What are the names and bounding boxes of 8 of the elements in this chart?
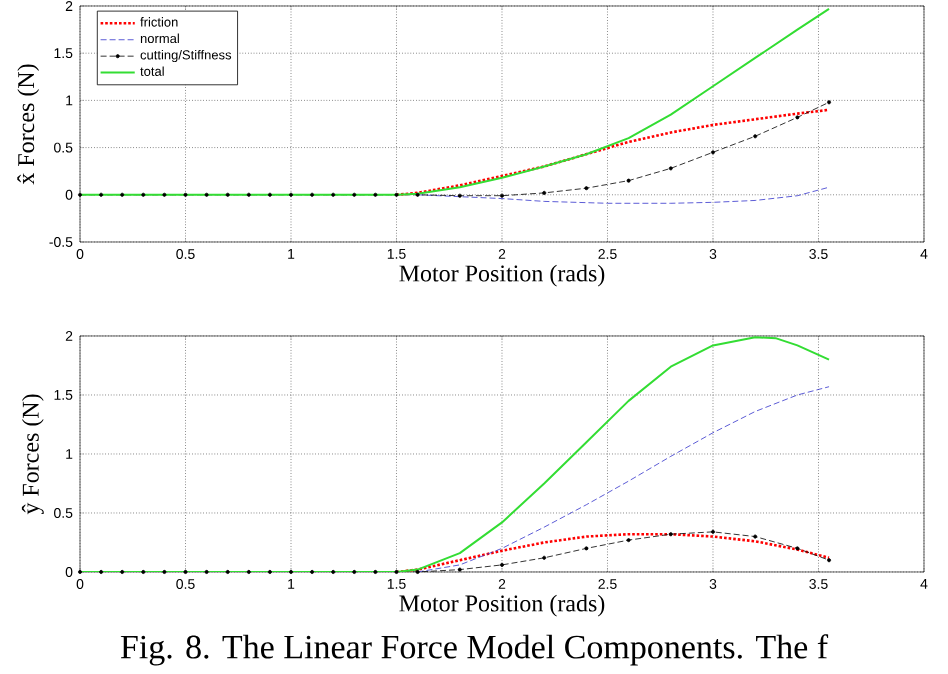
line-series: [395, 532, 831, 572]
line-series: [417, 186, 830, 204]
caption: Fig. 8. The Linear Force Model Components. The f: [120, 634, 829, 666]
y-axis-title: x̂ Forces (N): [17, 64, 40, 185]
y-axis-title: ŷ Forces (N): [21, 394, 44, 515]
line-series: [417, 386, 830, 572]
x-axis-title: Motor Position (rads): [399, 264, 605, 287]
x-axis-title: Motor Position (rads): [399, 594, 605, 617]
